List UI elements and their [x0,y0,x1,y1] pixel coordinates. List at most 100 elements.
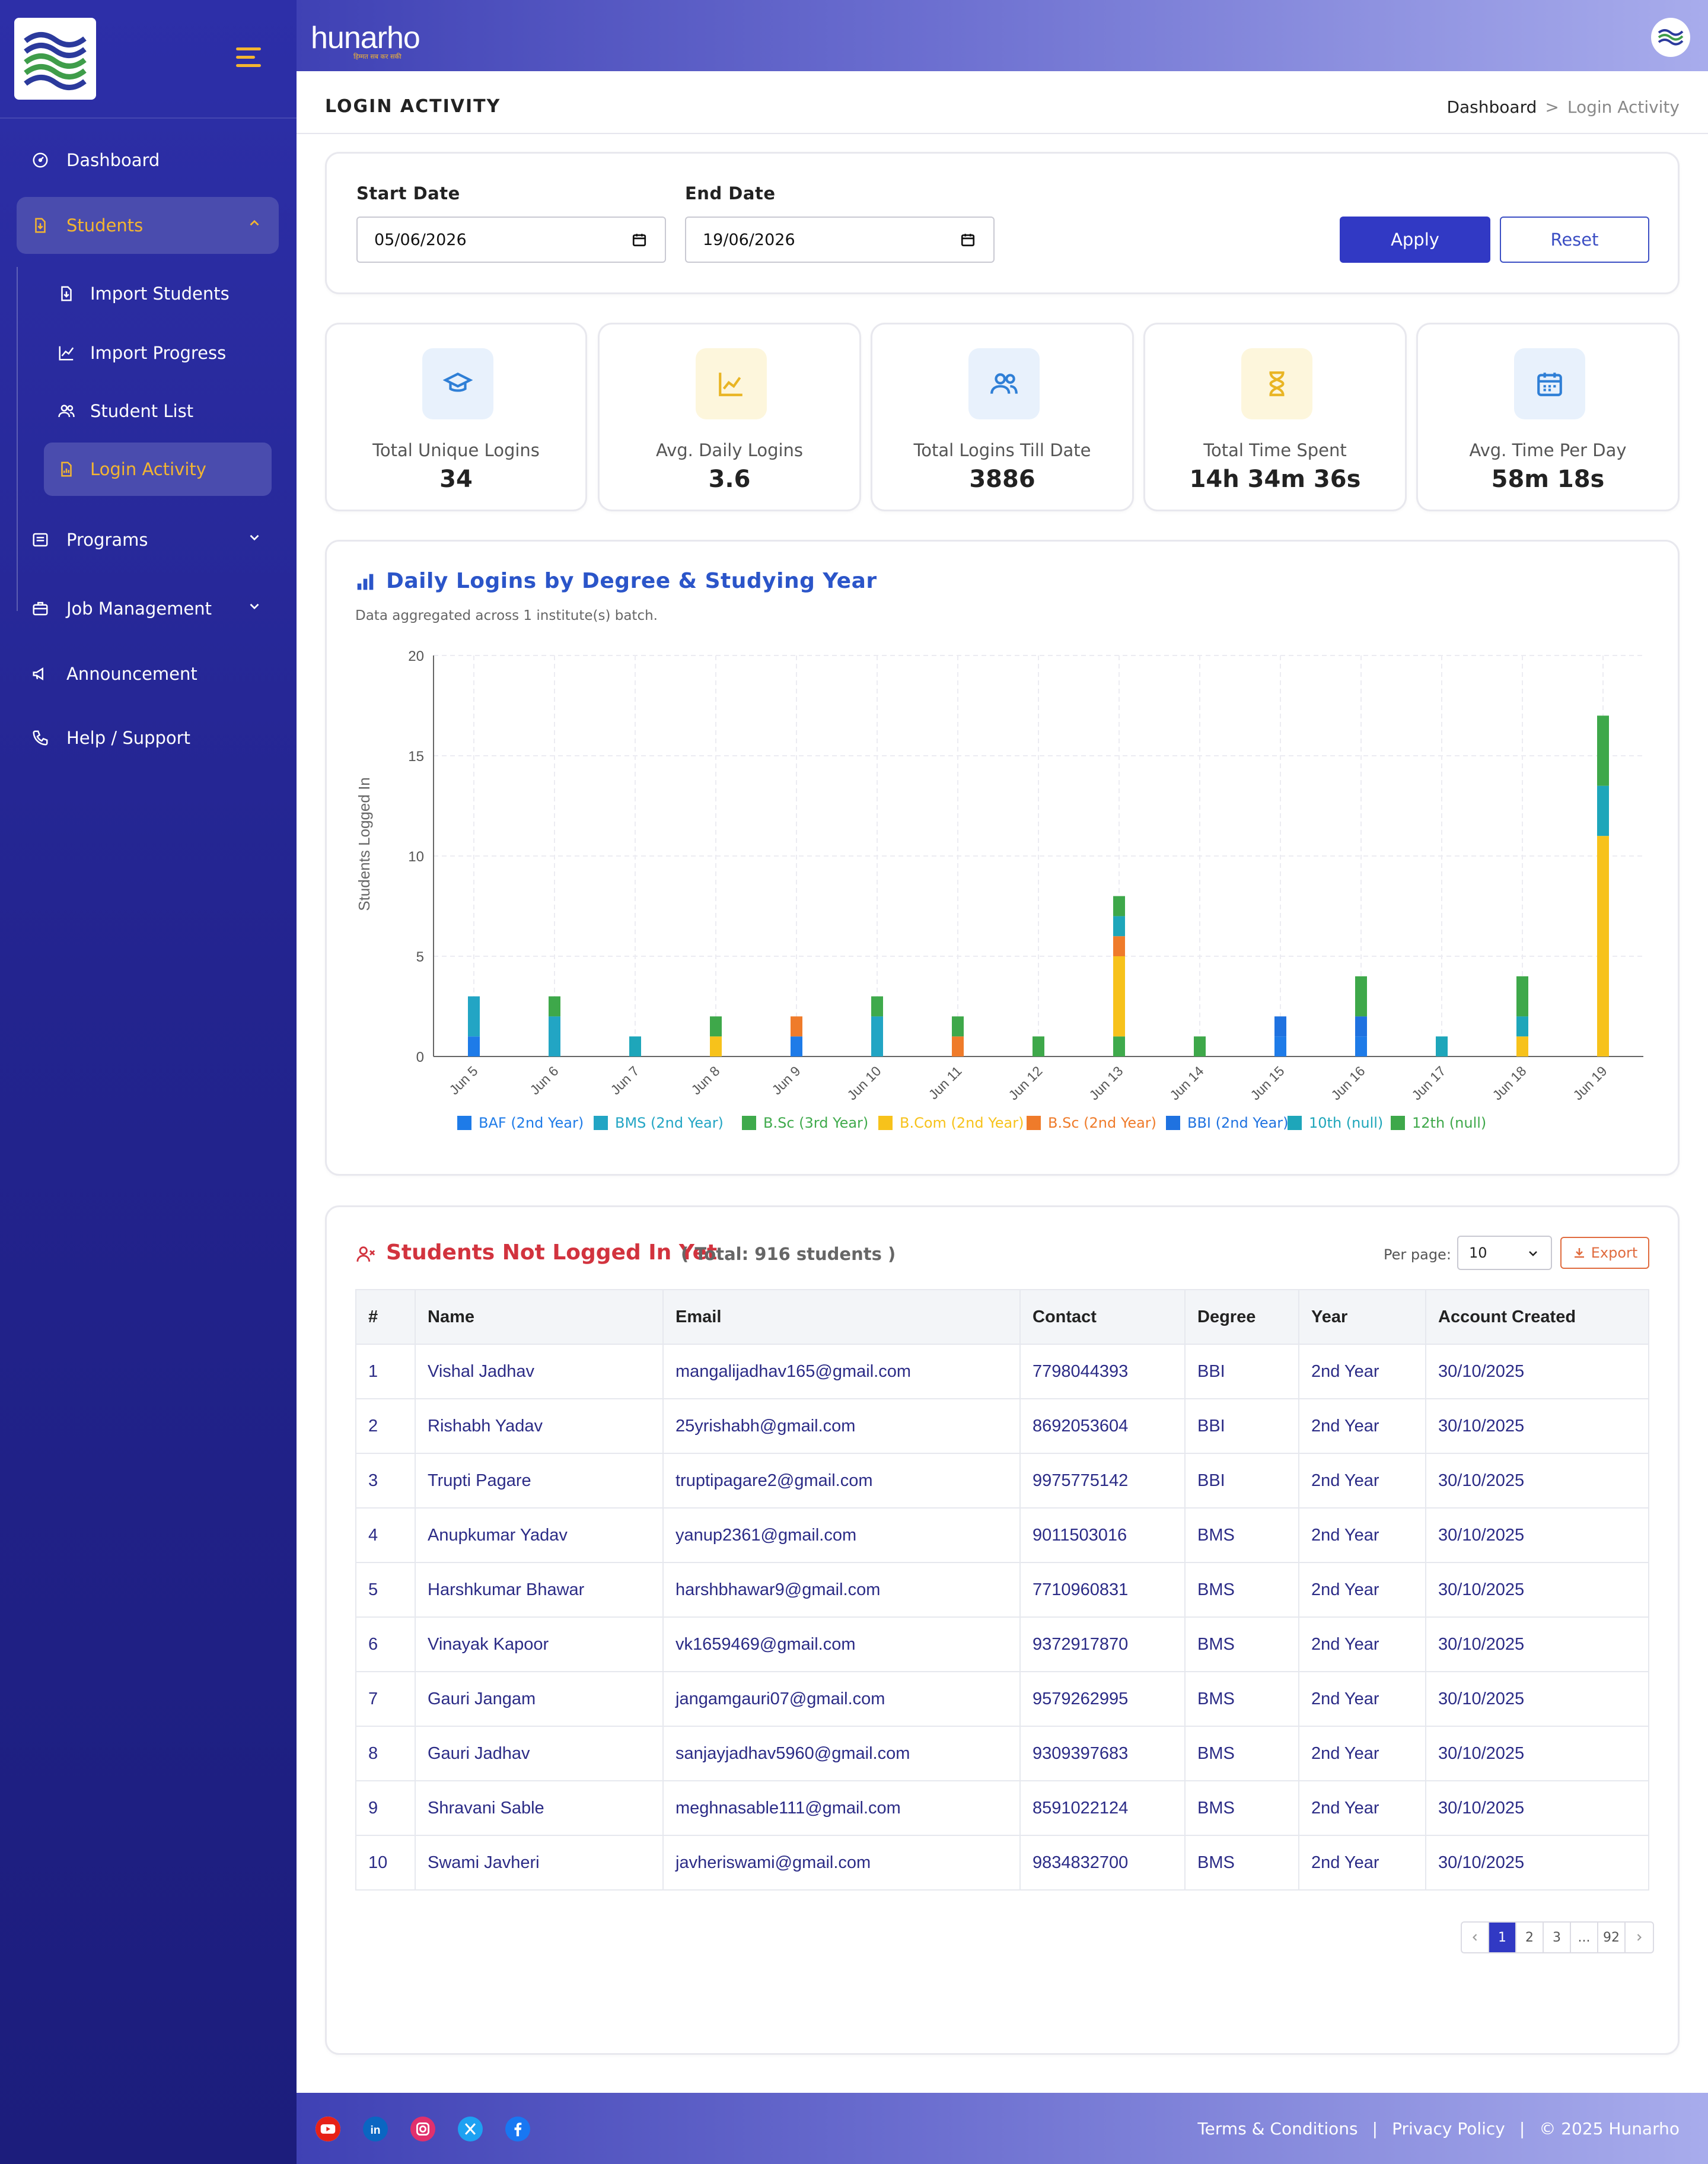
table-row[interactable]: 6 Vinayak Kapoor vk1659469@gmail.com 937291… [355,1616,1649,1672]
x-icon[interactable] [458,2117,483,2141]
legend-swatch [878,1116,893,1130]
per-page-label: Per page: [1384,1246,1451,1263]
table-cell: Vishal Jadhav [415,1344,664,1399]
institute-logo[interactable] [14,18,96,100]
x-tick-label: Jun 8 [688,1063,722,1097]
file-import-icon [55,282,78,305]
start-date-label: Start Date [356,183,460,203]
stat-label: Total Logins Till Date [913,440,1091,460]
breadcrumb-separator: > [1545,97,1559,117]
facebook-icon[interactable] [505,2117,530,2141]
per-page-select[interactable]: 10 [1457,1236,1552,1270]
list-icon [27,527,53,553]
column-header[interactable]: Email [662,1289,1021,1345]
chart-bar-segment [1113,936,1125,956]
sidebar-subitem-student-list[interactable]: Student List [44,384,272,438]
stat-value: 14h 34m 36s [1189,466,1361,493]
chart-bar-segment [1194,1036,1206,1056]
table-cell: 10 [355,1835,416,1891]
table-row[interactable]: 1 Vishal Jadhav mangalijadhav165@gmail.com… [355,1344,1649,1399]
page-button[interactable]: 3 [1544,1923,1571,1952]
table-cell: javheriswami@gmail.com [662,1835,1021,1891]
table-cell: 2nd Year [1298,1780,1426,1836]
sidebar-item-job-management[interactable]: Job Management [17,580,279,637]
apply-button[interactable]: Apply [1340,217,1490,263]
chart-bar-segment [549,996,560,1017]
column-header[interactable]: Account Created [1425,1289,1649,1345]
table-row[interactable]: 10 Swami Javheri javheriswami@gmail.com 983… [355,1835,1649,1891]
column-header[interactable]: # [355,1289,416,1345]
sidebar-item-announcement[interactable]: Announcement [17,645,279,702]
column-header[interactable]: Name [415,1289,664,1345]
sidebar-subitem-import-students[interactable]: Import Students [44,267,272,320]
sidebar-subitem-login-activity[interactable]: Login Activity [44,443,272,496]
table-cell: sanjayjadhav5960@gmail.com [662,1726,1021,1781]
table-row[interactable]: 3 Trupti Pagare truptipagare2@gmail.com 997… [355,1453,1649,1509]
download-icon [1574,1248,1584,1258]
table-cell: 2nd Year [1298,1835,1426,1891]
youtube-icon[interactable] [316,2117,340,2141]
chart-bar-segment [1355,1036,1367,1056]
breadcrumb-dashboard-link[interactable]: Dashboard [1446,97,1537,117]
sidebar-item-programs[interactable]: Programs [17,511,279,568]
table-cell: Harshkumar Bhawar [415,1562,664,1618]
column-header[interactable]: Contact [1019,1289,1186,1345]
users-icon [968,348,1040,419]
stat-label: Avg. Time Per Day [1469,440,1627,460]
sidebar-item-help-support[interactable]: Help / Support [17,709,279,766]
table-cell: 9011503016 [1019,1507,1186,1563]
chevron-down-icon [247,598,262,618]
legend-swatch [1027,1116,1041,1130]
table-row[interactable]: 7 Gauri Jangam jangamgauri07@gmail.com 9579… [355,1671,1649,1727]
table-cell: 9834832700 [1019,1835,1186,1891]
legend-swatch [1391,1116,1405,1130]
stat-value: 34 [439,466,473,493]
table-row[interactable]: 4 Anupkumar Yadav yanup2361@gmail.com 90115… [355,1507,1649,1563]
next-page-button[interactable] [1626,1923,1653,1952]
prev-page-button[interactable] [1462,1923,1489,1952]
table-row[interactable]: 2 Rishabh Yadav 25yrishabh@gmail.com 869205… [355,1398,1649,1454]
chart-bar-segment [710,1016,722,1037]
instagram-icon[interactable] [410,2117,435,2141]
page-button[interactable]: 1 [1489,1923,1516,1952]
table-title: Students Not Logged In Yet [386,1240,718,1265]
x-tick-label: Jun 14 [1167,1063,1206,1103]
privacy-link[interactable]: Privacy Policy [1392,2119,1505,2138]
avatar[interactable] [1651,18,1690,57]
reset-button[interactable]: Reset [1500,217,1649,263]
end-date-input[interactable]: 19/06/2026 [685,217,995,263]
brand-name: hunarho [311,21,420,55]
legend-label: B.Sc (2nd Year) [1048,1115,1156,1131]
table-cell: meghnasable111@gmail.com [662,1780,1021,1836]
calendar-icon[interactable] [960,232,976,247]
legend-label: B.Sc (3rd Year) [763,1115,868,1131]
terms-link[interactable]: Terms & Conditions [1197,2119,1358,2138]
chart-bar-segment [1597,715,1609,786]
chart-bar-segment [710,1036,722,1056]
start-date-input[interactable]: 05/06/2026 [356,217,666,263]
table-row[interactable]: 8 Gauri Jadhav sanjayjadhav5960@gmail.com 9… [355,1726,1649,1781]
sidebar-item-dashboard[interactable]: Dashboard [17,132,279,189]
footer-separator: | [1519,2119,1525,2138]
menu-toggle-icon[interactable] [236,47,261,68]
table-cell: 25yrishabh@gmail.com [662,1398,1021,1454]
column-header[interactable]: Degree [1184,1289,1299,1345]
sidebar-subitem-import-progress[interactable]: Import Progress [44,326,272,380]
file-icon [27,212,53,238]
brand-logo[interactable]: hunarho [311,20,420,56]
calendar-icon[interactable] [632,232,647,247]
table-row[interactable]: 9 Shravani Sable meghnasable111@gmail.com 8… [355,1780,1649,1836]
sidebar-item-students[interactable]: Students [17,197,279,254]
export-button[interactable]: Export [1560,1237,1649,1269]
table-row[interactable]: 5 Harshkumar Bhawar harshbhawar9@gmail.com… [355,1562,1649,1618]
page-button[interactable]: 92 [1598,1923,1626,1952]
table-cell: BMS [1184,1726,1299,1781]
sidebar-subitem-label: Student List [90,401,194,421]
page-button[interactable]: 2 [1516,1923,1544,1952]
linkedin-icon[interactable]: in [363,2117,388,2141]
sidebar-item-label: Help / Support [66,728,190,748]
column-header[interactable]: Year [1298,1289,1426,1345]
table-cell: 2 [355,1398,416,1454]
chart-bar-segment [468,1036,480,1056]
stat-card-total-time-spent: Total Time Spent 14h 34m 36s [1143,323,1407,511]
